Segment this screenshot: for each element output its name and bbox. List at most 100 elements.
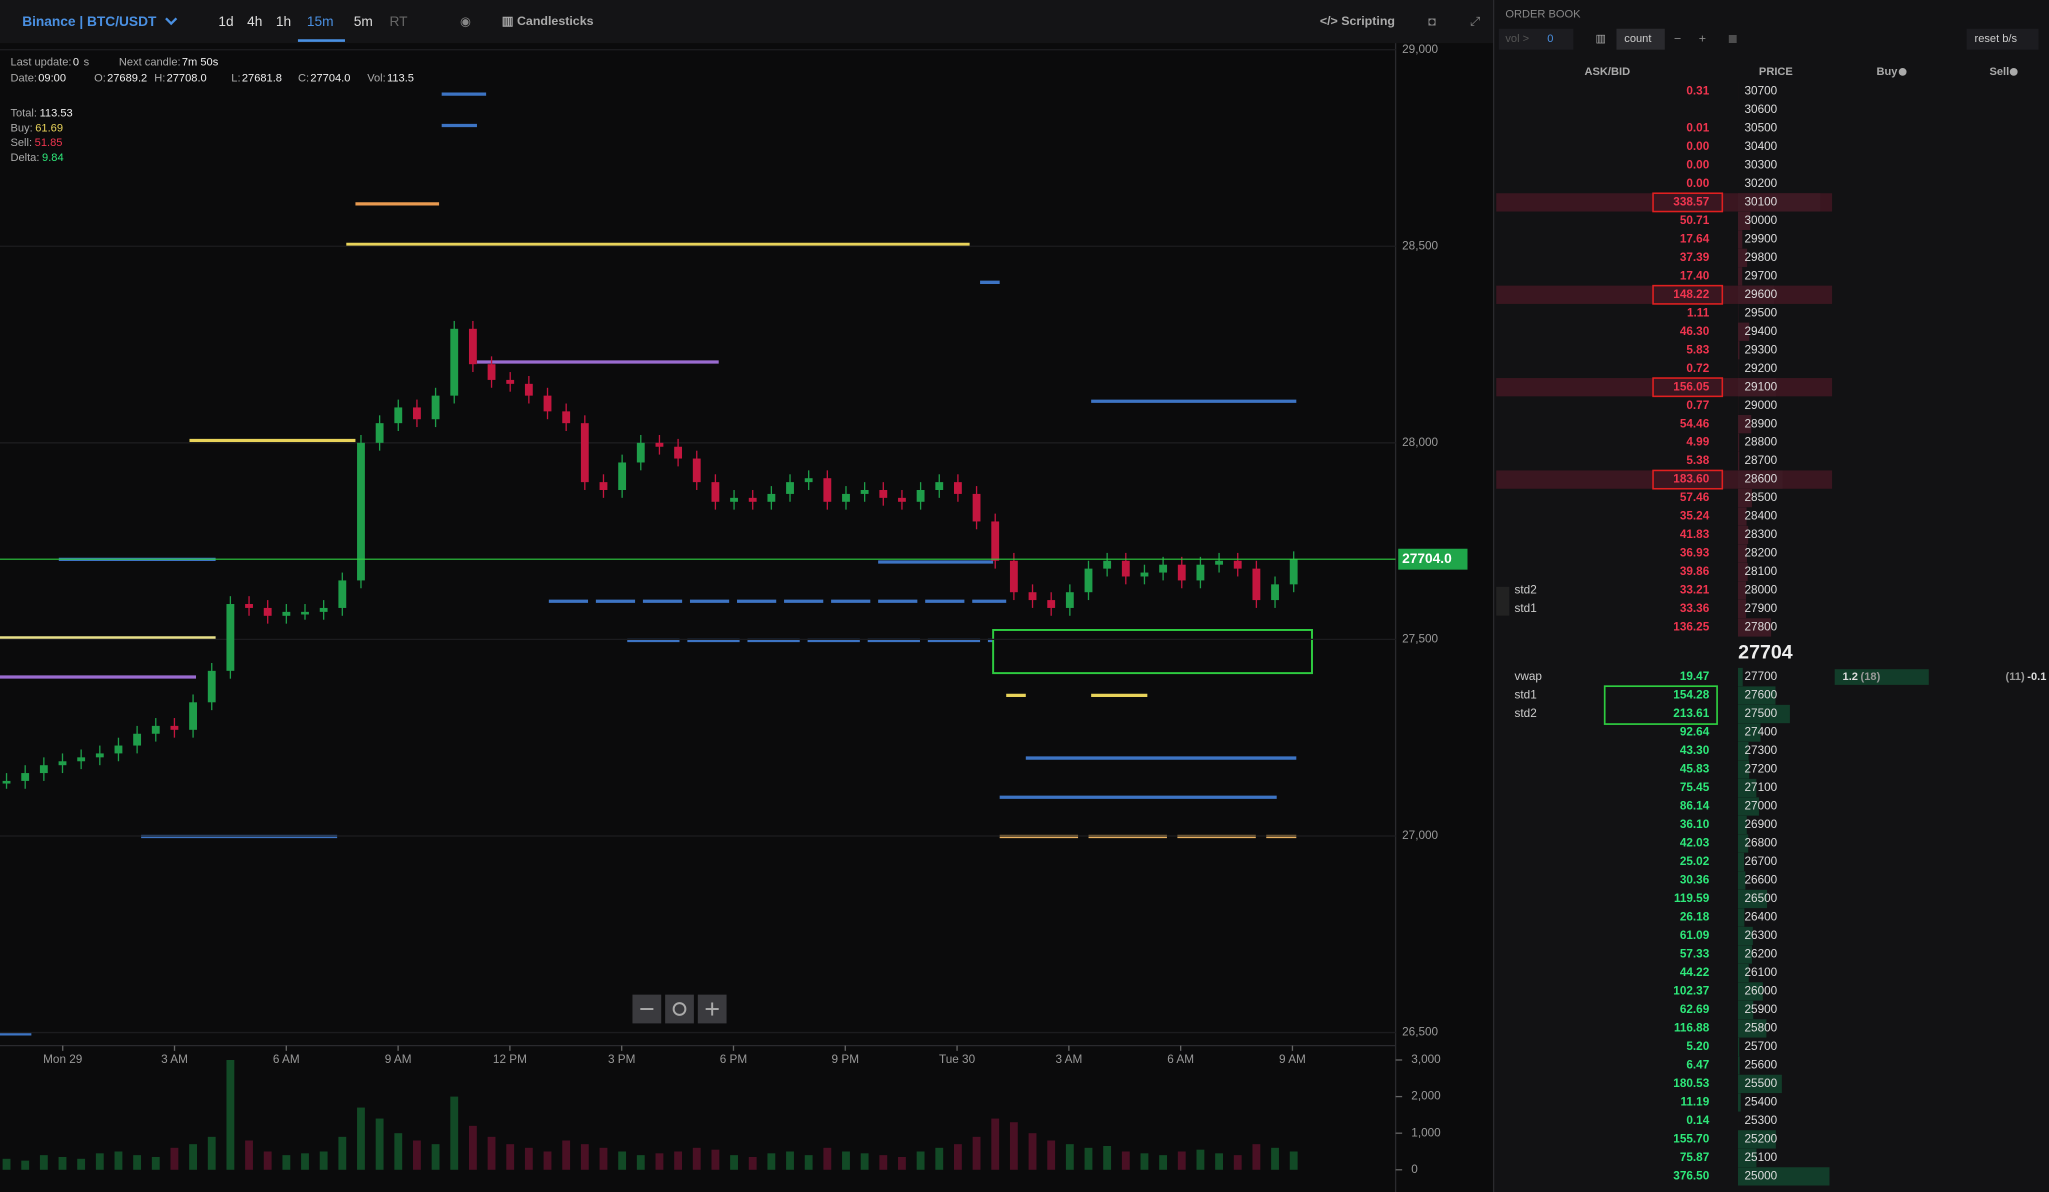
depth-bar — [1737, 433, 1740, 452]
volume-bar — [95, 1153, 104, 1170]
size: 5.20 — [1686, 1040, 1709, 1053]
depth-bar — [1737, 341, 1740, 360]
candle — [1047, 600, 1056, 608]
y-tick-label: 26,500 — [1402, 1026, 1438, 1039]
price: 28700 — [1745, 454, 1778, 467]
size: 0.14 — [1686, 1114, 1709, 1127]
size: 180.53 — [1673, 1077, 1709, 1090]
size: 75.87 — [1680, 1151, 1710, 1164]
count-label: count — [1624, 33, 1651, 45]
minus-button[interactable]: − — [1674, 31, 1681, 45]
reset-button[interactable] — [665, 994, 694, 1024]
price: 26200 — [1745, 948, 1778, 961]
y2-tick-label: 3,000 — [1411, 1053, 1441, 1066]
x-tick-label: Mon 29 — [43, 1053, 82, 1066]
volume-bar — [562, 1140, 571, 1170]
price: 27500 — [1745, 707, 1778, 720]
depth-bar — [1737, 723, 1761, 742]
size: 35.24 — [1680, 510, 1710, 523]
timeframe-button[interactable]: 5m — [354, 14, 373, 29]
size: 41.83 — [1680, 528, 1710, 541]
reset-bs-button[interactable] — [1966, 28, 2039, 50]
visibility-button[interactable]: ◉ — [460, 14, 471, 28]
last-price-label: 27704.0 — [1402, 551, 1452, 566]
size: 116.88 — [1674, 1022, 1710, 1035]
volume-bar — [748, 1156, 757, 1170]
candle — [2, 780, 11, 784]
reset-bs-label: reset b/s — [1975, 33, 2018, 45]
stat-label: Total: — [10, 108, 37, 120]
timeframe-button[interactable]: RT — [390, 14, 409, 29]
size: 54.46 — [1680, 417, 1710, 430]
volume-bar — [1009, 1122, 1018, 1170]
volume-bar — [804, 1155, 813, 1170]
list-button[interactable]: ≣ — [1728, 31, 1738, 45]
timeframe-button[interactable]: 1h — [276, 14, 291, 29]
candle — [860, 489, 869, 494]
volume-bar — [1028, 1133, 1037, 1170]
volume-bar — [1121, 1151, 1130, 1170]
plus-button[interactable]: + — [1699, 31, 1706, 45]
depth-bar — [1737, 507, 1747, 526]
candle — [357, 442, 365, 581]
price: 25200 — [1745, 1133, 1778, 1146]
buy_count: (18) — [1861, 671, 1881, 683]
chart-icon[interactable]: ▥ — [1596, 33, 1606, 45]
volume-bar — [1252, 1144, 1261, 1170]
candle — [189, 702, 197, 730]
info-label: C: — [298, 72, 309, 84]
size: 376.50 — [1673, 1169, 1709, 1182]
info-icon — [1898, 67, 1907, 76]
size-box — [1652, 284, 1724, 305]
camera-button[interactable]: ◘ — [1428, 14, 1435, 28]
scripting-button[interactable]: </> Scripting — [1320, 14, 1395, 28]
size: 33.21 — [1680, 584, 1710, 597]
price: 25900 — [1745, 1003, 1778, 1016]
volume-bar — [151, 1156, 160, 1170]
vol-filter[interactable] — [1498, 28, 1574, 50]
volume-bar — [207, 1136, 216, 1170]
price: 29600 — [1745, 288, 1778, 301]
depth-bar — [1737, 926, 1753, 946]
candle — [786, 482, 794, 494]
price: 29400 — [1745, 325, 1778, 338]
y-tick-label: 28,000 — [1402, 436, 1438, 449]
size: 213.61 — [1673, 707, 1709, 720]
x-tick-label: 3 AM — [161, 1053, 188, 1066]
sell: -0.1 — [2027, 671, 2046, 683]
count-button[interactable] — [1616, 28, 1665, 50]
volume-bar — [263, 1151, 272, 1170]
candle — [636, 442, 645, 463]
volume-bar — [21, 1160, 30, 1170]
volume-bar — [2, 1158, 11, 1170]
x-tick-label: 9 PM — [832, 1053, 859, 1066]
timeframe-button[interactable]: 15m — [307, 14, 334, 29]
row-tag: std2 — [1515, 707, 1537, 720]
candle — [898, 497, 906, 502]
timeframe-button[interactable]: 4h — [247, 14, 262, 29]
row-tag: std1 — [1515, 689, 1537, 702]
symbol-selector[interactable]: Binance | BTC/USDT — [22, 14, 157, 29]
size: 17.40 — [1680, 269, 1710, 282]
price: 28900 — [1745, 417, 1778, 430]
timeframe-button[interactable]: 1d — [218, 14, 233, 29]
vol-value[interactable]: 0 — [1547, 33, 1553, 45]
x-tick-label: 3 AM — [1055, 1053, 1082, 1066]
mid-price: 27704 — [1738, 642, 1793, 664]
chart-type-button[interactable]: ▥ Candlesticks — [502, 14, 594, 28]
candle — [655, 442, 664, 447]
x-tick-label: 9 AM — [1279, 1053, 1306, 1066]
candle — [1196, 564, 1205, 581]
stat-label: Buy: — [10, 122, 32, 134]
stat-label: Delta: — [10, 152, 39, 164]
size: 5.38 — [1686, 454, 1709, 467]
collapse-handle[interactable] — [1496, 586, 1510, 616]
volume-bar — [1065, 1144, 1074, 1170]
candle — [450, 328, 459, 396]
column-header: Sell — [1989, 66, 2009, 78]
price: 25800 — [1745, 1022, 1778, 1035]
zoom-controls[interactable] — [632, 994, 727, 1024]
volume-bar — [357, 1107, 365, 1170]
volume-bar — [1177, 1151, 1186, 1170]
fullscreen-button[interactable]: ⤢ — [1469, 14, 1480, 28]
